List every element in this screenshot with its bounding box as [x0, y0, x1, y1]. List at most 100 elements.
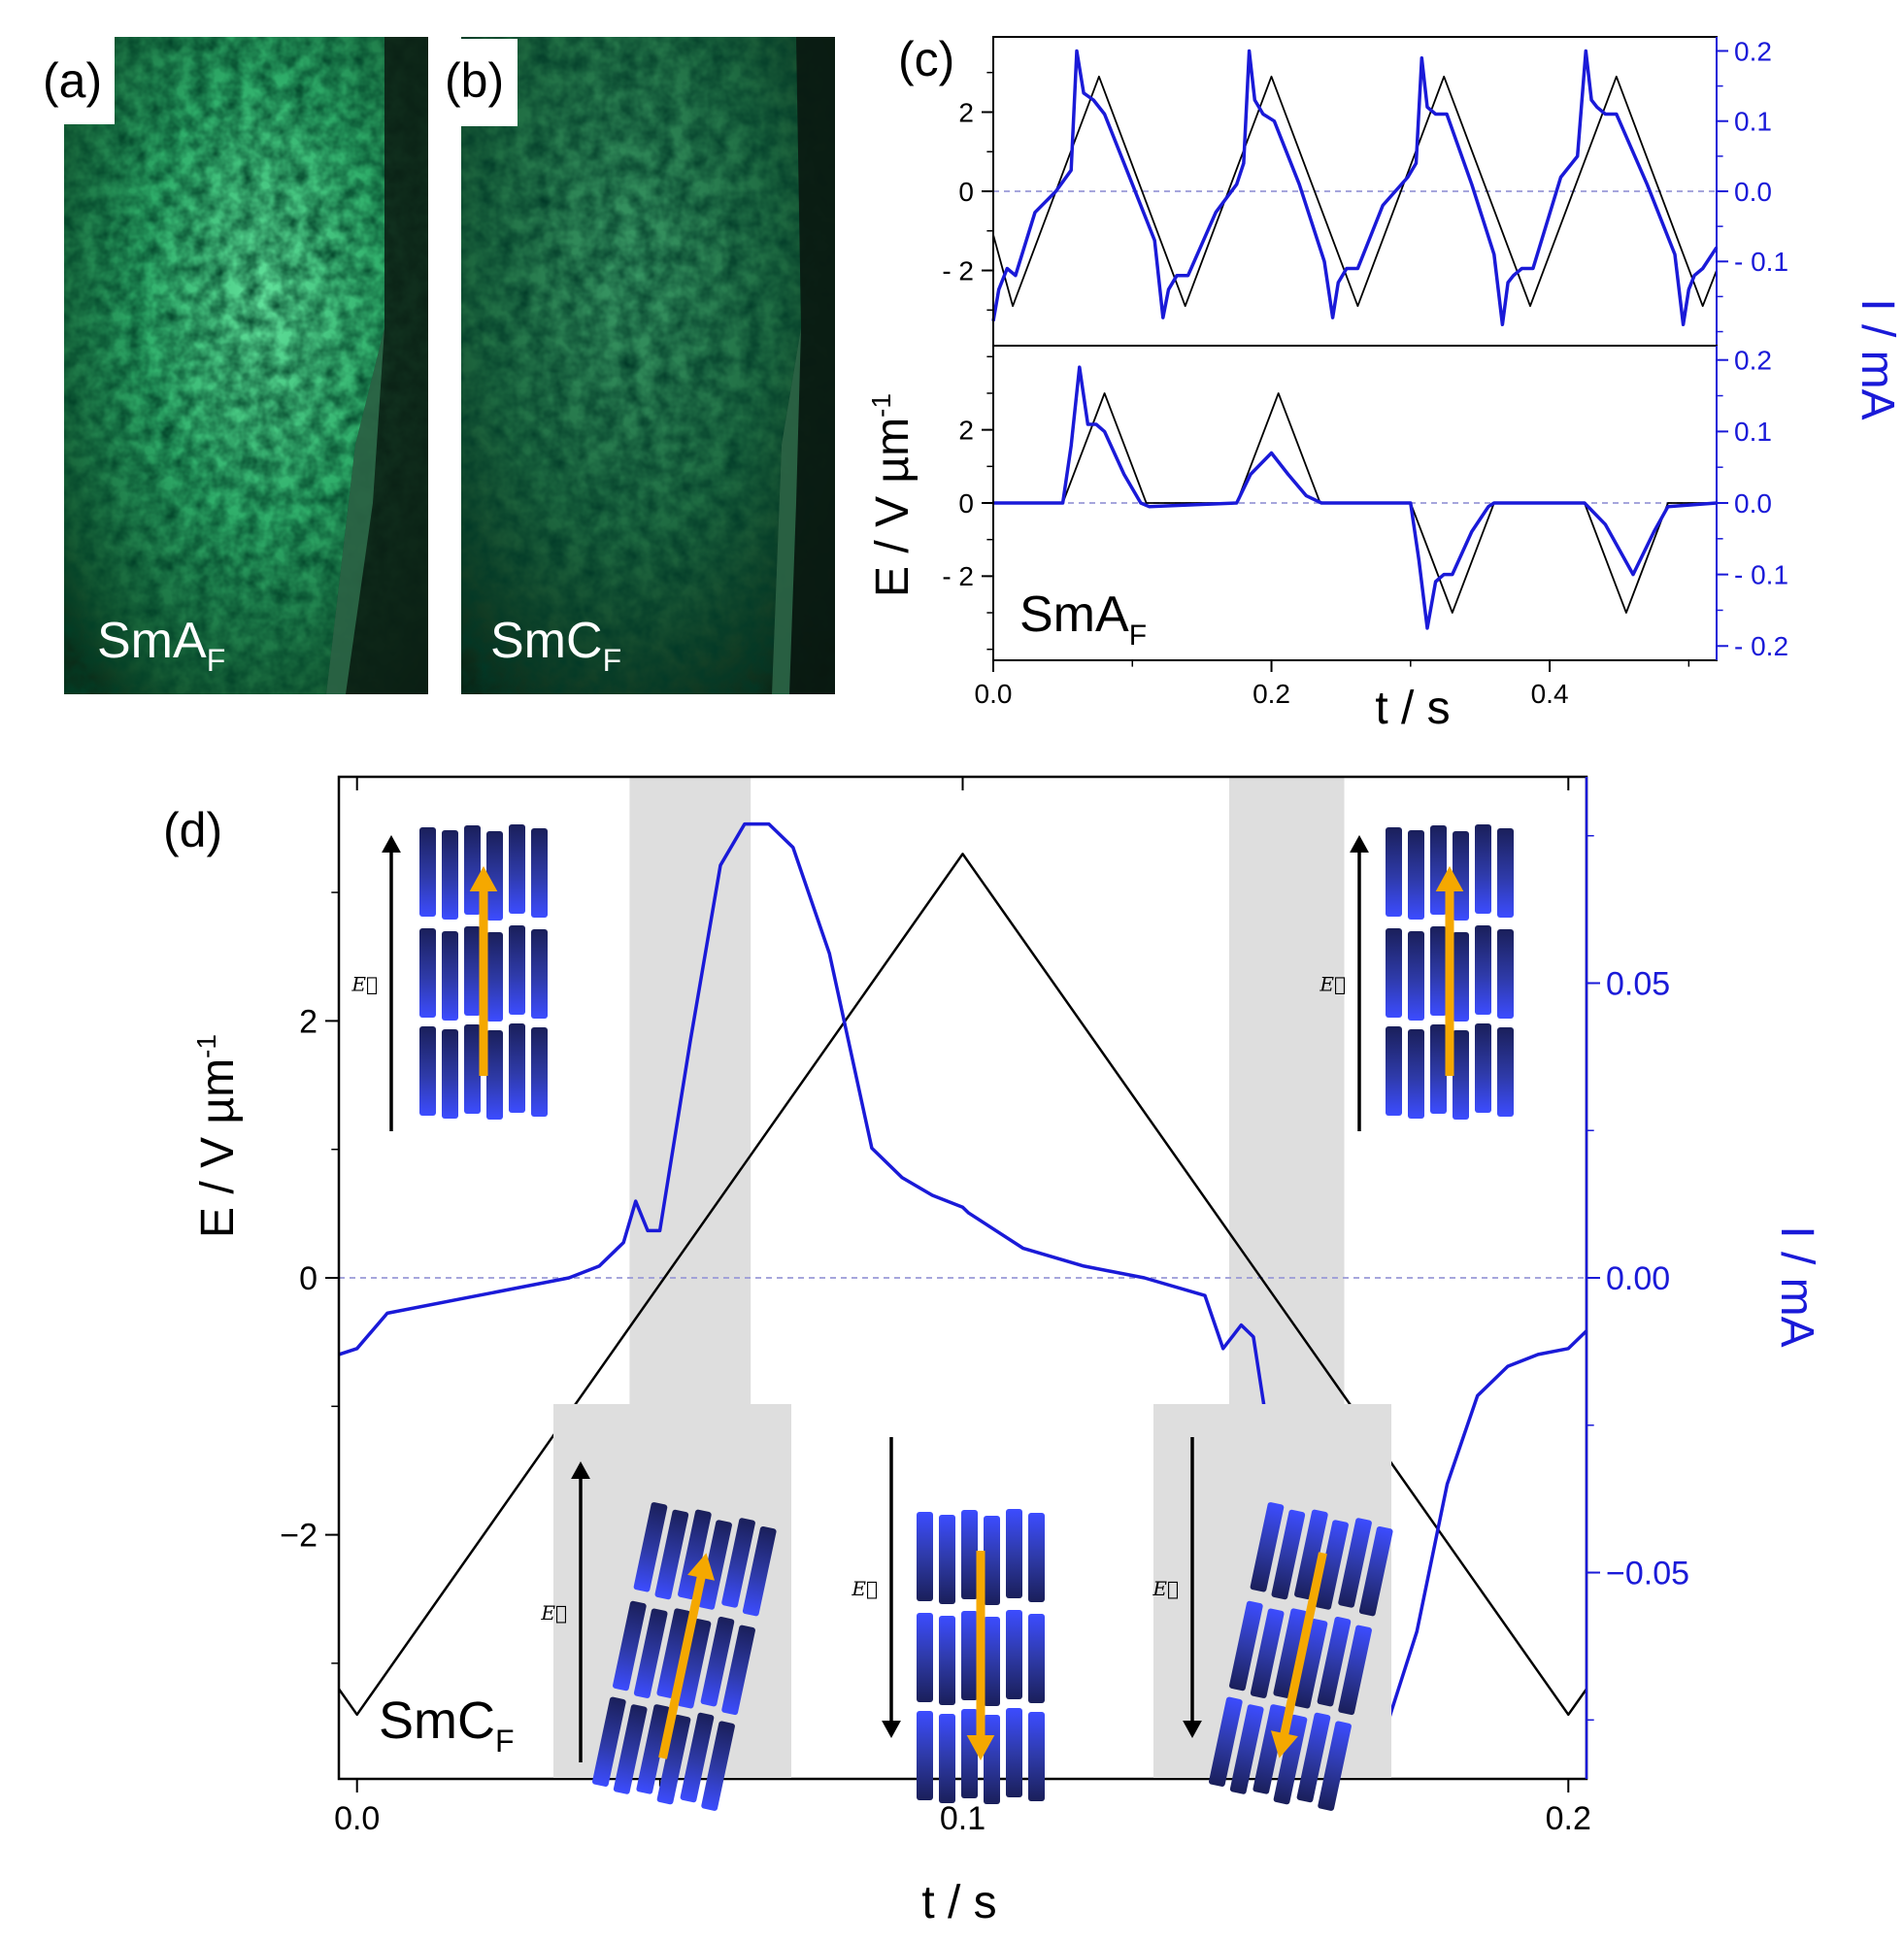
molecule-rod	[1430, 825, 1447, 915]
molecule-rod	[984, 1715, 1000, 1804]
molecule-rod	[592, 1696, 626, 1787]
x-tick-label: 0.2	[1253, 679, 1290, 709]
molecule-rod	[1358, 1525, 1393, 1617]
molecule-rod	[1475, 1023, 1491, 1113]
molecule-rod	[1386, 928, 1402, 1018]
molecule-rod	[486, 831, 503, 921]
molecule-rod	[464, 825, 481, 915]
series-current-line	[338, 821, 1588, 1752]
arrow-shaft	[1279, 1552, 1327, 1740]
x-tick-label: 0.0	[334, 1800, 380, 1837]
molecule-rod	[700, 1616, 735, 1707]
arrowhead	[1183, 1721, 1202, 1738]
molecule-rod	[419, 1026, 436, 1116]
y-tick-label: −2	[280, 1518, 317, 1555]
molecule-rod	[1386, 827, 1402, 917]
molecule-rod	[1006, 1610, 1022, 1699]
arrowhead	[687, 1553, 716, 1581]
panel-c-top-plot: 2 0 - 2 0.2 0.1 0.0 - 0.1	[942, 36, 1788, 347]
molecule-rod	[1315, 1520, 1349, 1610]
molecular-schematic: E⃗	[351, 824, 548, 1131]
panel-d-phase: SmCF	[379, 1692, 515, 1759]
molecule-rod	[613, 1704, 648, 1794]
molecule-rod	[486, 932, 503, 1022]
y2-tick-label: - 0.1	[1734, 247, 1788, 277]
molecule-rod	[1229, 1704, 1264, 1794]
molecule-rod	[961, 1709, 978, 1798]
panel-c-label: (c)	[898, 32, 954, 86]
y-tick-label: 2	[958, 97, 974, 127]
molecule-rod	[721, 1625, 755, 1716]
field-vector-label: E⃗	[540, 1601, 567, 1625]
y2-tick-label: 0.2	[1734, 346, 1772, 376]
y2-tick-label: - 0.2	[1734, 631, 1788, 661]
arrowhead	[469, 866, 498, 891]
micrograph-b-image	[461, 37, 835, 694]
y2-tick-label: 0.00	[1606, 1260, 1670, 1297]
series-field-line	[337, 853, 1588, 1717]
y2-tick-label: 0.1	[1734, 417, 1772, 447]
molecule-rod	[464, 1024, 481, 1114]
y-tick-label: 0	[299, 1260, 317, 1297]
y2-tick-label: −0.05	[1606, 1555, 1689, 1591]
molecule-rod	[531, 828, 548, 918]
arrowhead	[882, 1721, 901, 1738]
molecule-rod	[1028, 1712, 1045, 1801]
panel-d-ylabel-left: E / V µm-1	[191, 1034, 244, 1238]
panel-b-phase: SmCF	[490, 613, 621, 678]
x-tick-label: 0.2	[1546, 1800, 1591, 1837]
molecule-rod	[1271, 1509, 1306, 1600]
molecule-rod	[486, 1030, 503, 1120]
molecule-rod	[1253, 1704, 1287, 1794]
panel-a-label-bg	[39, 37, 115, 124]
arrowhead	[1270, 1730, 1298, 1759]
molecule-rod	[656, 1608, 691, 1698]
molecule-rod	[961, 1510, 978, 1599]
y2-tick-label: 0.1	[1734, 107, 1772, 137]
micrograph-a	[64, 37, 428, 694]
molecule-rod	[1006, 1509, 1022, 1598]
x-tick-label: 0.1	[940, 1800, 985, 1837]
molecule-rod	[917, 1512, 933, 1601]
field-vector-label: E⃗	[1319, 973, 1346, 996]
molecule-rod	[677, 1619, 712, 1709]
y2-tick-label: 0.0	[1734, 488, 1772, 519]
molecule-rod	[1408, 1029, 1424, 1119]
molecule-rod	[509, 1023, 525, 1113]
molecule-rod	[1250, 1502, 1285, 1592]
molecule-rod	[1273, 1714, 1308, 1805]
molecule-rod	[1408, 931, 1424, 1021]
molecule-rod	[1430, 1024, 1447, 1114]
molecule-rod	[1028, 1513, 1045, 1602]
y2-tick-label: 0.2	[1734, 36, 1772, 66]
molecule-rod	[442, 931, 458, 1021]
molecular-schematic: E⃗	[851, 1437, 1045, 1804]
x-tick-label: 0.0	[975, 679, 1013, 709]
y-tick-label: - 2	[942, 561, 974, 591]
molecule-rod	[1453, 1030, 1469, 1120]
molecule-rod	[698, 1520, 732, 1610]
molecule-rod	[1408, 830, 1424, 920]
molecule-rod	[721, 1518, 755, 1608]
y-tick-label: 2	[299, 1003, 317, 1040]
arrowhead	[966, 1735, 995, 1760]
arrowhead	[571, 1461, 590, 1479]
panel-c-bottom-plot: 2 0 - 2 0.2 0.1 0.0 - 0.1 - 0.2 0.0 0.2 0.4	[942, 345, 1788, 709]
molecule-rod	[1453, 831, 1469, 921]
molecule-rod	[1293, 1619, 1328, 1709]
molecule-rod	[1273, 1608, 1308, 1698]
y-tick-label: 2	[958, 415, 974, 445]
molecule-rod	[678, 1509, 712, 1600]
molecule-rod	[917, 1711, 933, 1800]
panel-a-label: (a)	[43, 53, 102, 108]
panel-d-label: (d)	[163, 803, 222, 857]
molecular-schematic: E⃗	[1319, 824, 1514, 1131]
molecule-rod	[939, 1714, 955, 1803]
panel-c-xlabel: t / s	[1375, 683, 1450, 734]
series-current-line	[991, 49, 1719, 327]
molecule-rod	[961, 1611, 978, 1700]
arrowhead	[1435, 866, 1464, 891]
molecule-rod	[509, 824, 525, 914]
molecule-rod	[1475, 925, 1491, 1015]
